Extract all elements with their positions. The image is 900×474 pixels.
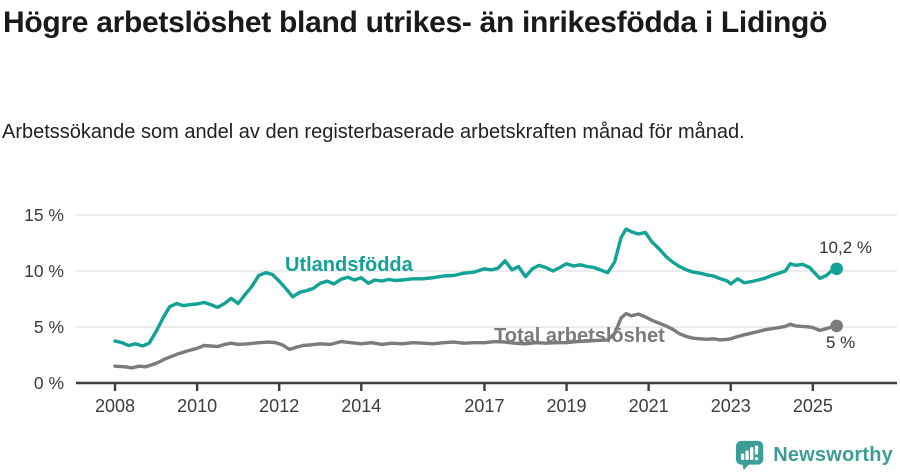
x-tick-label: 2023	[711, 396, 751, 416]
newsworthy-logo-icon	[736, 440, 764, 471]
x-tick-label: 2019	[547, 396, 587, 416]
series-end-dot-total	[830, 319, 843, 333]
end-value-label-total: 5 %	[826, 333, 856, 352]
plot-area: 2008 2010 2012 2014 2017 2019 2021 2023 2025 15 %…	[24, 205, 897, 416]
series-line-utlandsfodda	[113, 227, 839, 348]
x-tick-label: 2017	[464, 396, 504, 416]
line-chart: 2008 2010 2012 2014 2017 2019 2021 2023 2025 15 %…	[0, 200, 900, 430]
x-tick-label: 2010	[177, 396, 217, 416]
series-line-total	[113, 311, 839, 370]
y-tick-label: 5 %	[34, 317, 64, 337]
series-label-utlandsfodda: Utlandsfödda	[285, 254, 413, 276]
x-tick-label: 2021	[629, 396, 669, 416]
end-value-label-utlandsfodda: 10,2 %	[819, 238, 872, 257]
x-tick-label: 2008	[95, 396, 135, 416]
x-tick-label: 2012	[259, 396, 299, 416]
newsworthy-wordmark: Newsworthy	[773, 444, 893, 466]
brand-footer: Newsworthy	[735, 440, 893, 471]
x-tick-label: 2014	[341, 396, 381, 416]
series-end-dot-utlandsfodda	[830, 262, 843, 276]
y-tick-label: 0 %	[34, 373, 64, 393]
y-tick-label: 10 %	[24, 261, 64, 281]
chart-subtitle: Arbetssökande som andel av den registerb…	[2, 121, 745, 143]
x-tick-label: 2025	[793, 396, 833, 416]
series-label-total-arbetsloshet: Total arbetslöshet	[494, 325, 665, 347]
y-tick-label: 15 %	[24, 205, 64, 225]
chart-title: Högre arbetslöshet bland utrikes- än inr…	[3, 6, 828, 39]
